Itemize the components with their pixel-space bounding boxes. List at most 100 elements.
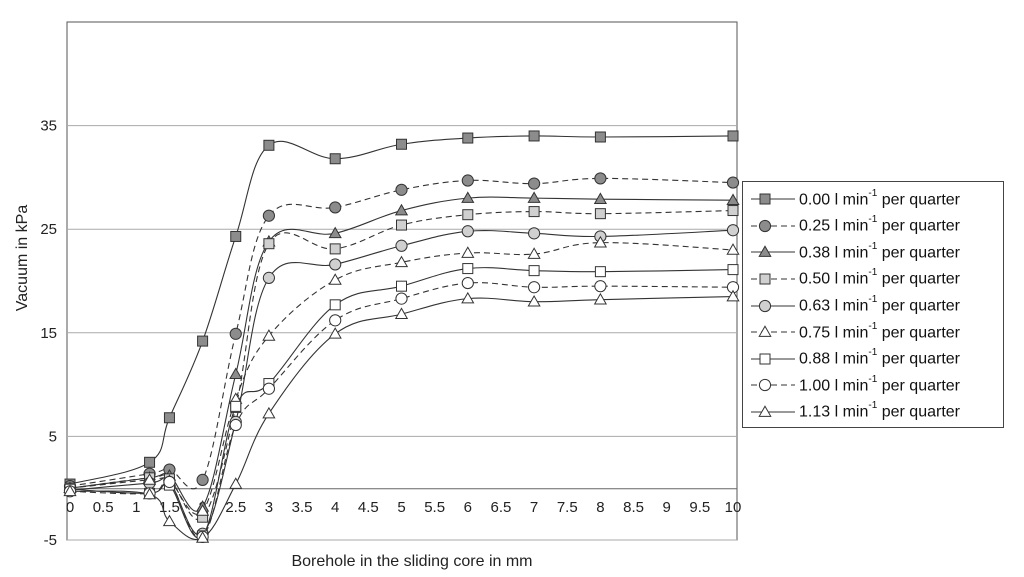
y-tick-labels: 35 25 15 5 -5 <box>40 118 57 549</box>
data-point <box>163 475 176 489</box>
x-tick-label: 2.5 <box>225 499 246 516</box>
data-point <box>229 367 243 380</box>
data-point <box>593 235 608 248</box>
data-point <box>528 206 540 218</box>
data-point <box>528 265 540 277</box>
data-point <box>329 243 341 255</box>
series-line-8 <box>69 282 734 539</box>
data-point <box>229 418 242 432</box>
legend-item: 0.75 l min-1 per quarter <box>743 319 1003 346</box>
data-point <box>594 208 606 220</box>
data-point <box>461 276 474 290</box>
data-point <box>594 131 606 143</box>
data-point <box>394 255 409 268</box>
data-point <box>396 280 407 292</box>
x-tick-label: 4.5 <box>358 499 379 516</box>
x-tick-label: 0 <box>66 499 74 516</box>
data-point <box>230 400 242 412</box>
data-point <box>461 246 475 258</box>
data-point <box>329 258 342 271</box>
data-point <box>395 292 408 305</box>
legend-item: 0.25 l min-1 per quarter <box>743 213 1003 240</box>
legend-item: 0.63 l min-1 per quarter <box>743 292 1003 319</box>
legend-item: 0.50 l min-1 per quarter <box>743 266 1003 293</box>
legend-marker <box>759 193 771 205</box>
legend-item: 0.38 l min-1 per quarter <box>743 239 1003 266</box>
data-point <box>144 456 156 468</box>
x-tick-labels: 00.511.522.533.544.555.566.577.588.599.5… <box>66 499 742 516</box>
data-point <box>527 191 541 203</box>
legend-marker <box>758 379 772 392</box>
legend-symbol <box>751 299 795 312</box>
data-point <box>263 139 275 151</box>
data-point <box>229 327 242 340</box>
legend-symbol <box>751 405 795 417</box>
data-point <box>63 484 77 497</box>
data-point <box>195 531 210 543</box>
data-point <box>527 247 541 259</box>
data-point <box>262 382 275 395</box>
data-point <box>396 219 407 231</box>
y-axis-title: Vacuum in kPa <box>14 205 31 312</box>
x-tick-label: 10 <box>725 499 742 516</box>
legend-marker <box>758 299 772 312</box>
data-point <box>162 514 177 527</box>
legend-label: 0.75 l min-1 per quarter <box>799 320 960 341</box>
data-point <box>262 271 275 284</box>
data-point <box>461 174 474 187</box>
data-point <box>593 192 608 204</box>
data-point <box>528 177 541 190</box>
x-tick-label: 7 <box>530 499 538 516</box>
x-tick-label: 1.5 <box>159 499 180 516</box>
legend-marker <box>758 405 772 417</box>
legend-marker <box>758 245 772 258</box>
y-tick-label: 25 <box>40 221 57 238</box>
legend-symbol <box>751 379 795 392</box>
x-tick-label: 0.5 <box>93 499 114 516</box>
gridlines <box>67 125 737 541</box>
legend-label: 1.13 l min-1 per quarter <box>799 400 960 421</box>
x-tick-label: 6.5 <box>491 499 512 516</box>
x-tick-label: 5.5 <box>424 499 445 516</box>
data-point <box>461 225 474 238</box>
data-point <box>263 238 275 250</box>
x-tick-label: 6 <box>464 499 472 516</box>
legend-symbol <box>751 245 795 258</box>
legend-label: 0.00 l min-1 per quarter <box>799 187 960 208</box>
data-point <box>462 263 474 275</box>
series-markers <box>63 130 740 543</box>
x-tick-label: 8.5 <box>623 499 644 516</box>
x-tick-label: 4 <box>331 499 339 516</box>
x-tick-label: 3 <box>265 499 273 516</box>
data-point <box>594 280 607 293</box>
data-point <box>593 292 608 305</box>
y-tick-label: -5 <box>44 532 57 549</box>
data-point <box>395 183 408 196</box>
y-tick-label: 15 <box>40 325 57 342</box>
data-point <box>528 227 541 240</box>
data-point <box>329 314 342 327</box>
legend-label: 0.25 l min-1 per quarter <box>799 214 960 235</box>
data-point <box>462 209 474 221</box>
legend-label: 0.50 l min-1 per quarter <box>799 267 960 288</box>
data-point <box>142 473 157 485</box>
data-point <box>461 291 475 304</box>
legend-item: 0.88 l min-1 per quarter <box>743 346 1003 373</box>
data-point <box>328 327 342 339</box>
data-point <box>726 176 740 189</box>
data-point <box>462 132 474 144</box>
x-tick-label: 5 <box>397 499 405 516</box>
data-point <box>394 203 409 216</box>
data-point <box>727 130 739 142</box>
legend-symbol <box>751 273 795 285</box>
legend-symbol <box>751 325 795 338</box>
data-point <box>396 138 407 150</box>
data-point <box>262 329 276 341</box>
legend-marker <box>758 325 772 338</box>
data-point <box>528 281 541 294</box>
data-point <box>262 209 275 222</box>
data-point <box>594 266 606 278</box>
x-tick-label: 9.5 <box>689 499 710 516</box>
data-point <box>726 243 740 255</box>
